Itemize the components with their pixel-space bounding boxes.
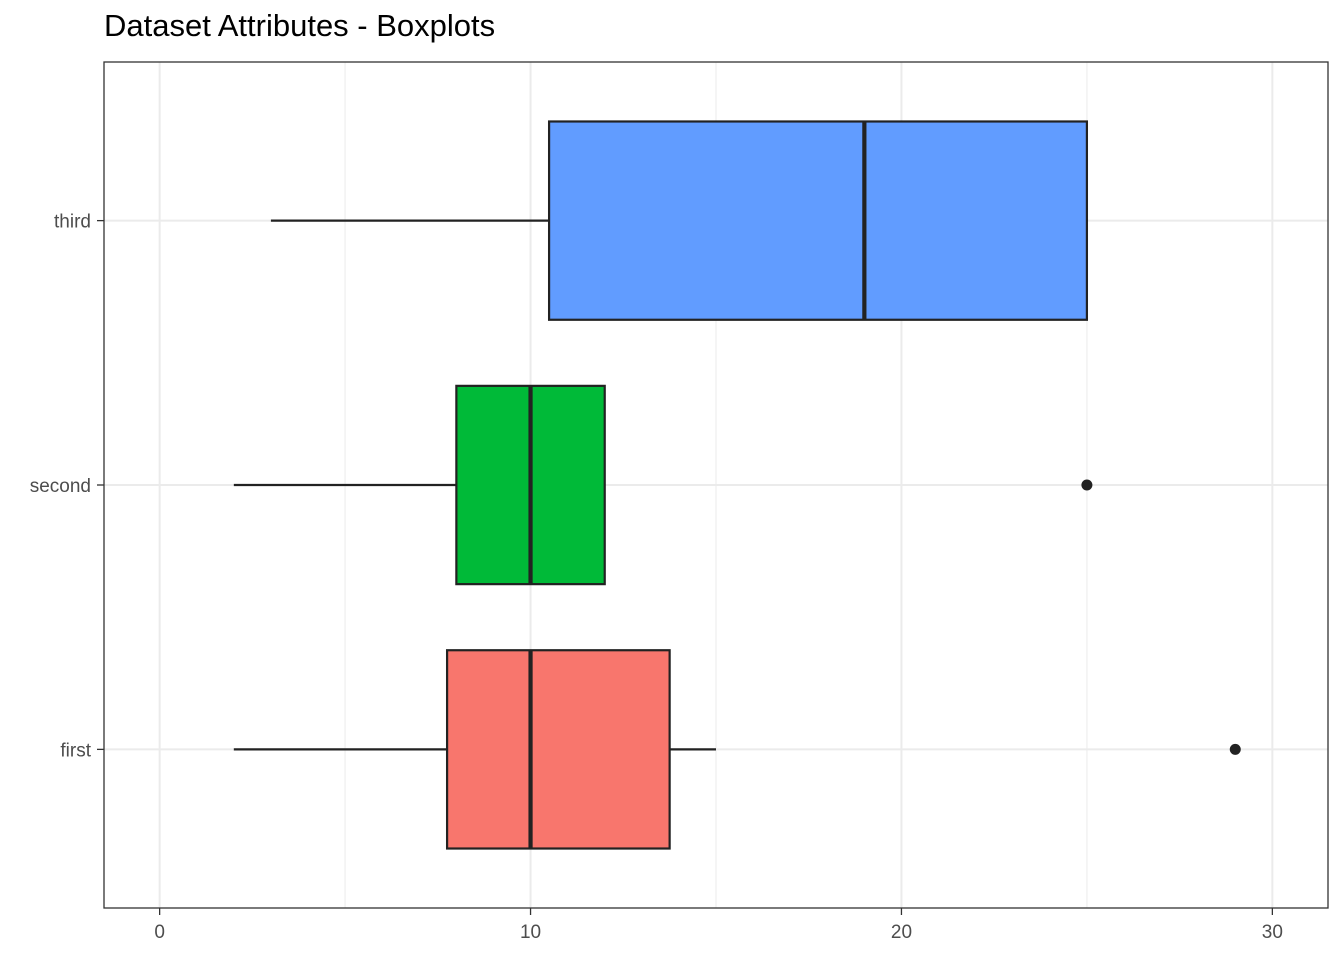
- chart-title: Dataset Attributes - Boxplots: [104, 8, 496, 43]
- y-tick-label: first: [60, 740, 91, 761]
- y-tick-label: third: [54, 212, 91, 233]
- x-tick-label: 0: [154, 922, 165, 943]
- box-layer: [233, 120, 1241, 850]
- outlier-point: [1081, 479, 1093, 491]
- box-third: [547, 120, 1089, 321]
- x-tick-label: 30: [1262, 922, 1283, 943]
- axis-layer: 0 10 20 30 first second third: [30, 212, 1283, 943]
- x-tick-label: 10: [520, 922, 541, 943]
- outlier-point: [1229, 743, 1241, 755]
- x-tick-label: 20: [891, 922, 912, 943]
- y-tick-label: second: [30, 476, 91, 497]
- box-first: [445, 649, 671, 850]
